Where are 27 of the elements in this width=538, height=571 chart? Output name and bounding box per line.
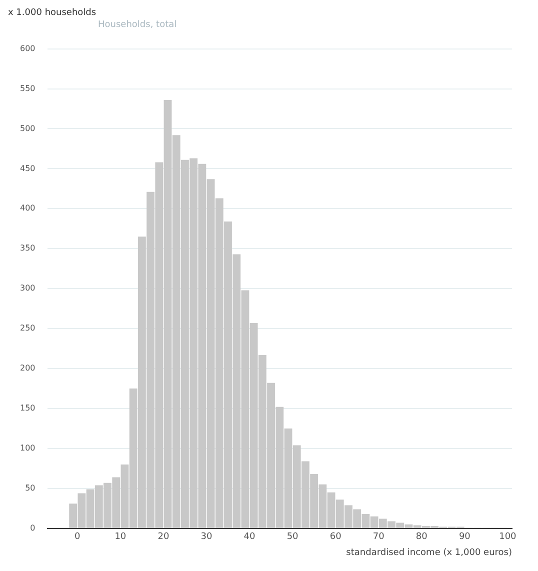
y-tick-label: 50 (25, 484, 36, 493)
x-tick-label: 60 (330, 532, 342, 542)
y-tick-label: 150 (20, 404, 36, 413)
y-tick-label: 600 (20, 44, 36, 53)
y-tick-label: 550 (20, 84, 36, 93)
y-tick-label: 500 (20, 124, 36, 133)
x-tick-label: 20 (158, 532, 170, 542)
x-tick-label: 90 (458, 532, 471, 542)
y-tick-label: 200 (20, 364, 36, 373)
y-axis-title: x 1.000 households (8, 8, 98, 20)
x-tick-label: 80 (416, 532, 428, 542)
y-tick-label: 350 (20, 244, 36, 253)
x-axis-title: standardised income (x 1,000 euros) (346, 548, 512, 558)
text: Households, total (98, 20, 178, 32)
x-tick-label: 70 (372, 532, 385, 542)
y-tick-label: 450 (20, 164, 36, 173)
y-tick-label: 400 (20, 204, 36, 213)
x-tick-label: 10 (114, 532, 126, 542)
x-tick-label: 40 (244, 532, 256, 542)
y-tick-label: 0 (30, 523, 36, 532)
y-tick-label: 100 (20, 444, 36, 453)
x-tick-label: 0 (74, 532, 81, 542)
x-tick-label: 50 (286, 532, 299, 542)
x-tick-label: 30 (200, 532, 212, 542)
y-tick-label: 300 (20, 284, 36, 293)
x-tick-label: 100 (499, 532, 517, 542)
y-tick-label: 250 (20, 324, 36, 333)
